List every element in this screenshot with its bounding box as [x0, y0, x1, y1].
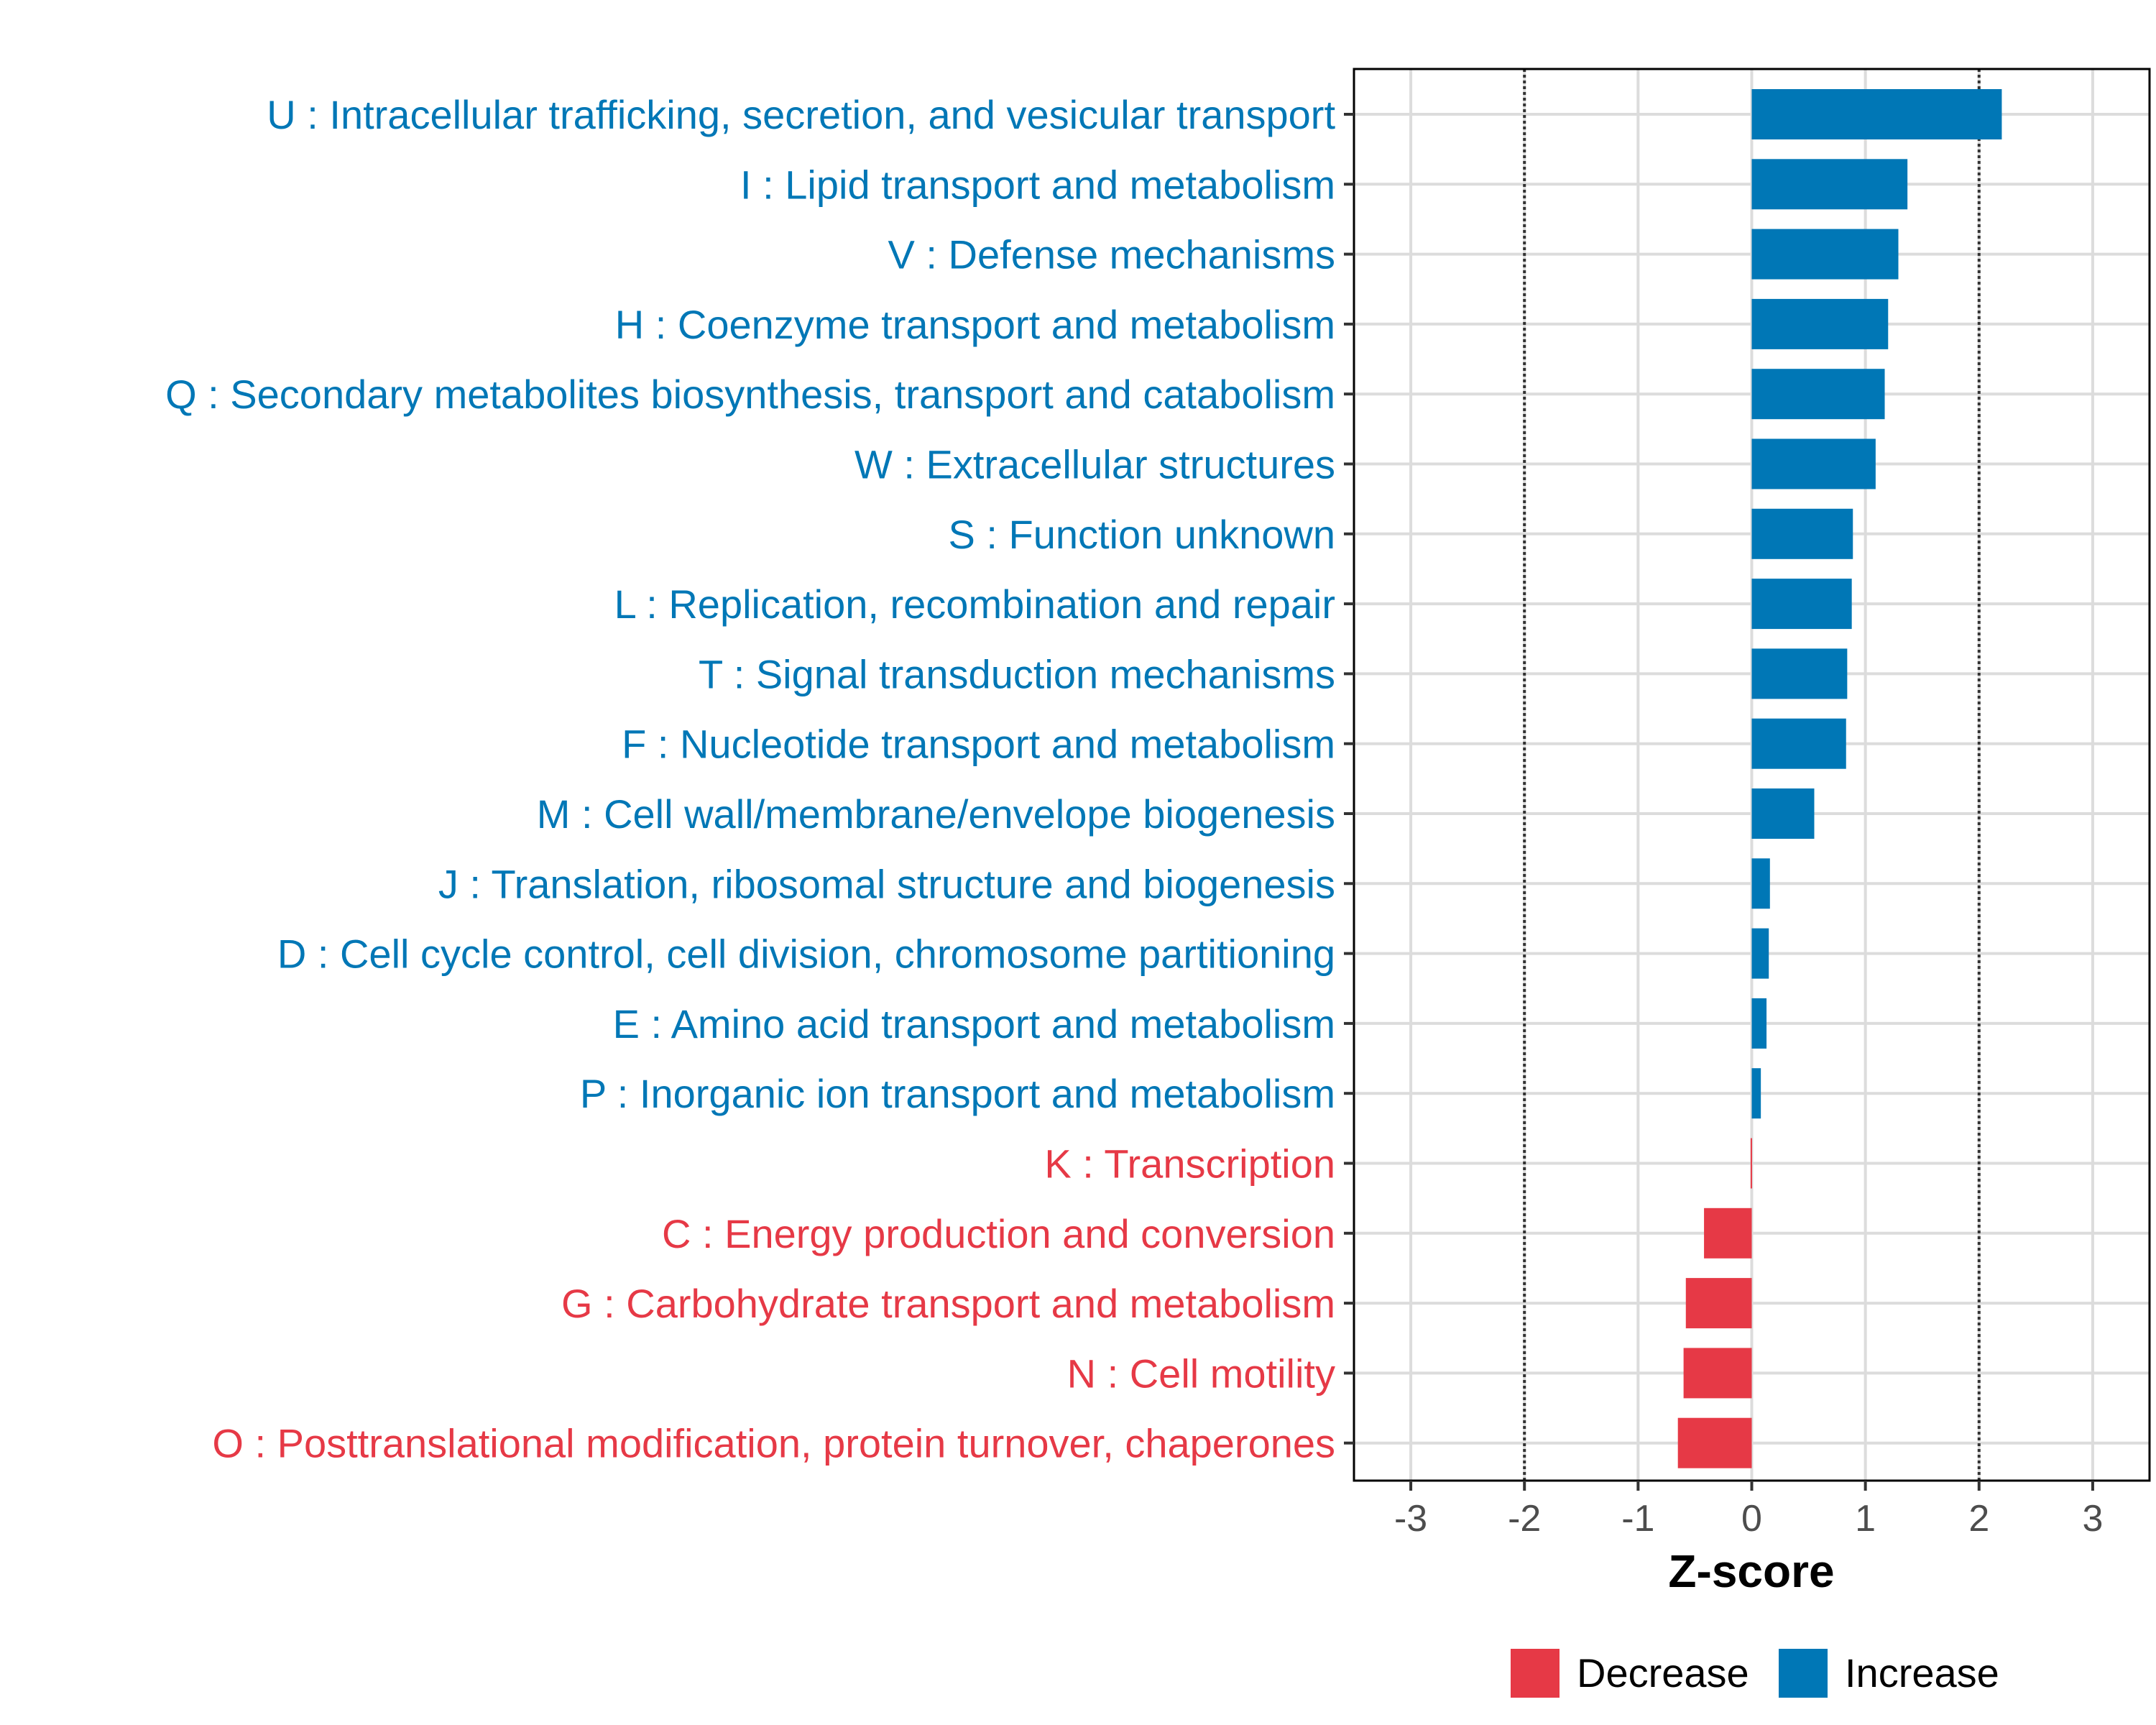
- bar: [1751, 1068, 1761, 1119]
- category-label: M : Cell wall/membrane/envelope biogenes…: [537, 791, 1335, 837]
- category-label: J : Translation, ribosomal structure and…: [438, 861, 1335, 906]
- bar: [1751, 579, 1852, 630]
- bar: [1683, 1348, 1752, 1399]
- bar: [1751, 788, 1815, 839]
- legend-label: Increase: [1845, 1650, 1999, 1696]
- category-label: W : Extracellular structures: [854, 442, 1335, 487]
- bar: [1751, 508, 1853, 559]
- x-tick-label: 1: [1855, 1498, 1876, 1540]
- x-tick-label: -2: [1508, 1498, 1541, 1540]
- category-label: G : Carbohydrate transport and metabolis…: [561, 1281, 1335, 1326]
- category-label: L : Replication, recombination and repai…: [614, 581, 1335, 627]
- bar: [1677, 1417, 1752, 1468]
- category-label: Q : Secondary metabolites biosynthesis, …: [165, 372, 1335, 417]
- legend-swatch: [1779, 1649, 1828, 1698]
- category-label: P : Inorganic ion transport and metaboli…: [580, 1071, 1335, 1116]
- bar: [1751, 159, 1908, 210]
- bar: [1751, 89, 2002, 139]
- x-tick-label: -3: [1394, 1498, 1427, 1540]
- bar: [1751, 928, 1769, 979]
- category-label: D : Cell cycle control, cell division, c…: [277, 932, 1335, 977]
- bar: [1750, 1138, 1752, 1189]
- category-label: V : Defense mechanisms: [888, 232, 1335, 277]
- x-tick-label: 3: [2082, 1498, 2103, 1540]
- bar: [1704, 1208, 1752, 1259]
- bar: [1751, 438, 1876, 489]
- category-label: U : Intracellular trafficking, secretion…: [267, 92, 1335, 137]
- legend: Decrease Increase: [1511, 1649, 1999, 1698]
- category-label: F : Nucleotide transport and metabolism: [622, 722, 1335, 767]
- category-label: K : Transcription: [1044, 1141, 1335, 1187]
- y-axis: U : Intracellular trafficking, secretion…: [165, 92, 1354, 1466]
- legend-swatch: [1511, 1649, 1560, 1698]
- category-label: H : Coenzyme transport and metabolism: [615, 302, 1335, 347]
- category-label: E : Amino acid transport and metabolism: [613, 1001, 1335, 1046]
- category-label: C : Energy production and conversion: [662, 1211, 1335, 1256]
- x-tick-label: 2: [1968, 1498, 1989, 1540]
- category-label: O : Posttranslational modification, prot…: [212, 1421, 1335, 1466]
- legend-label: Decrease: [1577, 1650, 1749, 1696]
- bars: [1677, 89, 2002, 1468]
- category-label: T : Signal transduction mechanisms: [699, 651, 1335, 696]
- bar: [1751, 298, 1889, 349]
- bar: [1751, 369, 1885, 420]
- grid-layer: [1354, 69, 2150, 1481]
- x-tick-label: -1: [1621, 1498, 1654, 1540]
- bar: [1751, 229, 1899, 280]
- bar: [1685, 1278, 1752, 1329]
- bar: [1751, 718, 1846, 769]
- bar: [1751, 648, 1848, 699]
- bar: [1751, 858, 1770, 909]
- x-tick-label: 0: [1741, 1498, 1762, 1540]
- bar: [1751, 998, 1767, 1049]
- category-label: S : Function unknown: [948, 512, 1335, 557]
- category-label: I : Lipid transport and metabolism: [740, 162, 1335, 207]
- x-axis: -3 -2 -1 0 1 2 3: [1394, 1481, 2103, 1540]
- x-axis-title: Z-score: [1668, 1545, 1834, 1597]
- category-label: N : Cell motility: [1067, 1351, 1335, 1396]
